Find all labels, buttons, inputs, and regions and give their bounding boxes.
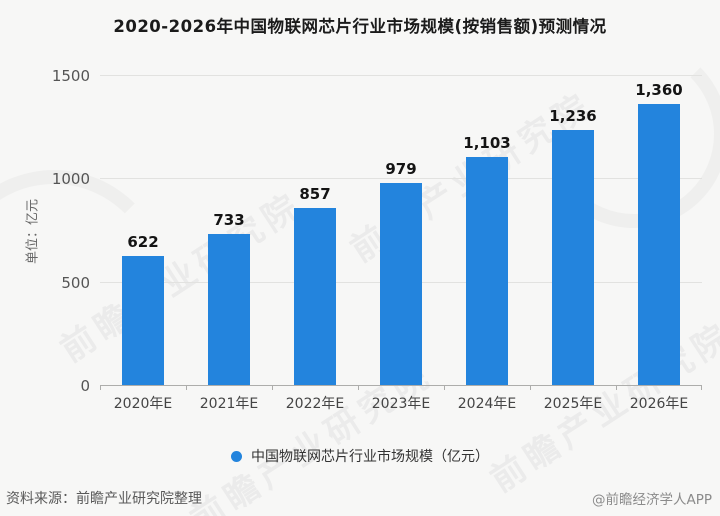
x-axis-label: 2023年E xyxy=(371,396,431,412)
x-axis-label: 2024年E xyxy=(457,396,517,412)
y-axis-tick-0: 0 xyxy=(80,377,90,395)
y-axis-tick-500: 500 xyxy=(61,274,90,292)
x-axis-tick xyxy=(272,385,273,390)
plot-area xyxy=(100,75,702,390)
bar-2025年E xyxy=(552,130,594,385)
y-axis-title: 单位：亿元 xyxy=(25,199,41,265)
x-axis-tick xyxy=(616,385,617,390)
gridline-1000 xyxy=(100,178,702,179)
x-axis-tick xyxy=(358,385,359,390)
bar-2024年E xyxy=(466,157,508,385)
y-axis-tick-1000: 1000 xyxy=(51,170,90,188)
bar-value-label: 979 xyxy=(385,160,417,178)
bar-2023年E xyxy=(380,183,422,385)
bar-2021年E xyxy=(208,234,250,385)
legend: 中国物联网芯片行业市场规模（亿元） xyxy=(0,446,720,466)
chart-title: 2020-2026年中国物联网芯片行业市场规模(按销售额)预测情况 xyxy=(113,17,607,36)
bar-value-label: 733 xyxy=(213,211,245,229)
bar-2022年E xyxy=(294,208,336,385)
x-axis-label: 2022年E xyxy=(285,396,345,412)
x-axis-tick xyxy=(530,385,531,390)
legend-marker-icon xyxy=(231,450,242,462)
x-axis-tick xyxy=(701,385,702,390)
x-axis-tick xyxy=(186,385,187,390)
data-source-note: 资料来源：前瞻产业研究院整理 xyxy=(6,491,202,507)
bar-2026年E xyxy=(638,104,680,385)
bar-value-label: 622 xyxy=(127,233,159,251)
x-axis-label: 2025年E xyxy=(543,396,603,412)
bar-value-label: 1,360 xyxy=(635,81,683,99)
gridline-1500 xyxy=(100,75,702,76)
x-axis-line xyxy=(100,385,702,386)
legend-label: 中国物联网芯片行业市场规模（亿元） xyxy=(251,449,489,465)
bar-value-label: 1,236 xyxy=(549,107,597,125)
bar-2020年E xyxy=(122,256,164,385)
x-axis-tick xyxy=(444,385,445,390)
x-axis-label: 2021年E xyxy=(199,396,259,412)
bar-value-label: 857 xyxy=(299,185,331,203)
credit-note: @前瞻经济学人APP xyxy=(591,492,712,508)
bar-value-label: 1,103 xyxy=(463,134,511,152)
x-axis-label: 2026年E xyxy=(629,396,689,412)
x-axis-tick xyxy=(100,385,101,390)
y-axis-tick-1500: 1500 xyxy=(51,67,90,85)
x-axis-label: 2020年E xyxy=(113,396,173,412)
